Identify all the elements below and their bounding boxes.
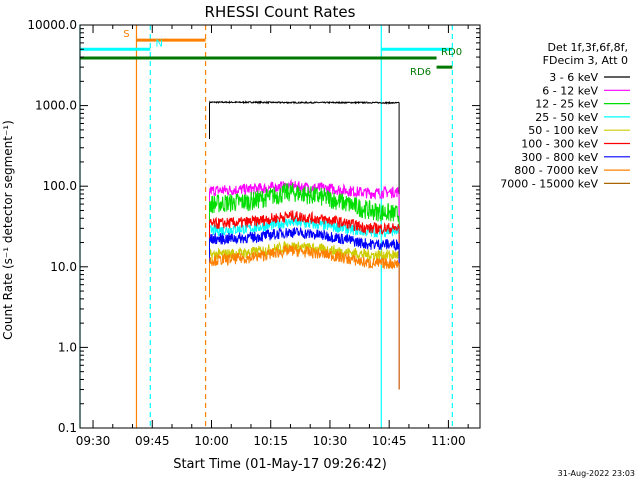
legend-label-4: 50 - 100 keV xyxy=(528,124,598,137)
y-tick-label-5: 10000.0 xyxy=(27,18,77,32)
annotation-label-0: S xyxy=(123,29,129,40)
legend-header-1: FDecim 3, Att 0 xyxy=(543,54,628,67)
plot-frame xyxy=(79,24,481,429)
y-axis-label: Count Rate (s⁻¹ detector segment⁻¹) xyxy=(1,120,15,340)
legend-label-0: 3 - 6 keV xyxy=(549,71,598,84)
series-line-6 xyxy=(209,226,400,390)
series-line-7 xyxy=(209,243,400,390)
legend: Det 1f,3f,6f,8f,FDecim 3, Att 0 3 - 6 keV… xyxy=(500,41,630,190)
y-tick-label-3: 100.0 xyxy=(43,179,77,193)
legend-label-5: 100 - 300 keV xyxy=(521,138,598,151)
timestamp: 31-Aug-2022 23:03 xyxy=(558,469,635,478)
legend-label-2: 12 - 25 keV xyxy=(535,98,598,111)
series-line-5 xyxy=(209,210,400,390)
x-tick-label-3: 10:15 xyxy=(253,434,288,448)
y-tick-label-2: 10.0 xyxy=(50,260,77,274)
series-line-2 xyxy=(209,182,400,390)
legend-header-0: Det 1f,3f,6f,8f, xyxy=(547,41,628,54)
x-axis-label: Start Time (01-May-17 09:26:42) xyxy=(173,457,387,472)
chart-title: RHESSI Count Rates xyxy=(205,3,356,21)
annotation-bars: S N RD0 RD6 xyxy=(80,29,462,78)
axes: 09:30 09:45 10:00 10:15 10:30 10:45 11:00 0.1 1.… xyxy=(27,18,481,448)
legend-label-6: 300 - 800 keV xyxy=(521,151,598,164)
x-tick-label-5: 10:45 xyxy=(372,434,407,448)
x-tick-label-0: 09:30 xyxy=(76,434,111,448)
legend-label-8: 7000 - 15000 keV xyxy=(500,177,598,190)
x-tick-label-2: 10:00 xyxy=(194,434,229,448)
y-tick-label-0: 0.1 xyxy=(58,421,77,435)
annotation-label-4: RD6 xyxy=(410,67,431,78)
x-tick-label-4: 10:30 xyxy=(313,434,348,448)
annotation-label-1: N xyxy=(156,38,163,49)
legend-label-7: 800 - 7000 keV xyxy=(514,164,598,177)
x-tick-label-1: 09:45 xyxy=(135,434,170,448)
legend-label-1: 6 - 12 keV xyxy=(542,84,598,97)
legend-label-3: 25 - 50 keV xyxy=(535,111,598,124)
series-line-0 xyxy=(209,100,400,292)
series-lines xyxy=(209,100,400,390)
x-tick-label-6: 11:00 xyxy=(431,434,466,448)
annotation-label-3: RD0 xyxy=(441,47,462,58)
y-tick-label-1: 1.0 xyxy=(58,340,77,354)
y-tick-label-4: 1000.0 xyxy=(35,99,77,113)
